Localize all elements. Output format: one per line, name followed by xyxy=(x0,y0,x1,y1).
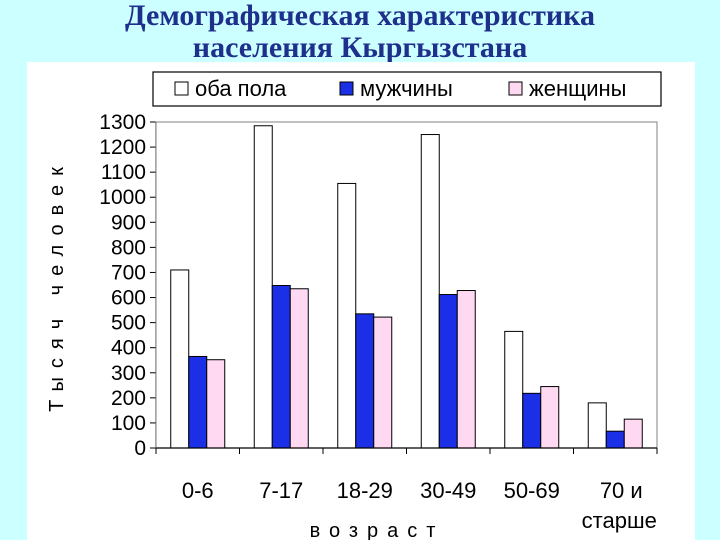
legend-swatch xyxy=(339,81,354,96)
bar xyxy=(271,285,291,449)
bar xyxy=(337,182,357,449)
x-category-label: 18-29 xyxy=(337,478,393,503)
y-tick-label: 500 xyxy=(111,312,146,335)
bar xyxy=(587,402,607,449)
plot-area xyxy=(155,121,658,449)
legend-label: женщины xyxy=(529,76,626,101)
bar xyxy=(355,313,375,449)
x-axis-title: возраст xyxy=(310,520,445,540)
legend-swatch xyxy=(508,81,523,96)
x-category-label: 70 и xyxy=(600,478,643,503)
bar xyxy=(456,290,476,449)
y-tick-label: 1100 xyxy=(101,161,146,184)
y-tick-label: 100 xyxy=(111,412,146,435)
slide-title: Демографическая характеристика населения… xyxy=(0,0,720,64)
slide-title-line-2: населения Кыргызстана xyxy=(192,31,528,64)
y-tick-label: 1200 xyxy=(99,136,146,159)
y-tick-label: 600 xyxy=(111,287,146,310)
bar xyxy=(289,288,309,449)
y-tick-label: 200 xyxy=(111,387,146,410)
bars xyxy=(155,121,658,449)
x-category-label: 30-49 xyxy=(420,478,476,503)
y-tick-label: 900 xyxy=(111,211,146,234)
y-axis-title: Тысяч человек xyxy=(46,158,68,412)
x-category-label-line-2: старше xyxy=(582,508,657,533)
y-tick-label: 300 xyxy=(111,362,146,385)
legend: оба пола мужчины женщины xyxy=(152,71,662,107)
bar xyxy=(188,355,208,449)
y-tick-label: 400 xyxy=(111,337,146,360)
bar-chart: оба пола мужчины женщины 01002003004005006… xyxy=(46,71,662,540)
x-category-label: 50-69 xyxy=(504,478,560,503)
legend-swatch xyxy=(174,81,189,96)
x-category-label: 0-6 xyxy=(182,478,214,503)
y-tick-label: 1000 xyxy=(99,186,146,209)
bar xyxy=(623,418,643,449)
slide-title-line-1: Демографическая характеристика xyxy=(125,0,595,32)
bar xyxy=(420,134,440,449)
y-tick-label: 1300 xyxy=(99,111,146,134)
x-category-label: 7-17 xyxy=(259,478,303,503)
bar xyxy=(540,386,560,449)
bar xyxy=(438,294,458,449)
y-tick-label: 700 xyxy=(111,261,146,284)
bar xyxy=(253,125,273,449)
bar xyxy=(170,269,190,449)
bar xyxy=(605,430,625,449)
y-tick-label: 800 xyxy=(111,236,146,259)
legend-box xyxy=(152,71,662,107)
bar xyxy=(206,359,226,449)
bar xyxy=(373,316,393,449)
x-axis: 0-6 7-17 18-29 30-49 50-69 70 и старше возраст xyxy=(155,447,658,540)
chart-panel: оба пола мужчины женщины 0 100 200 300 400 500 6… xyxy=(27,62,695,540)
legend-label: оба пола xyxy=(195,76,287,101)
legend-label: мужчины xyxy=(360,76,453,101)
bar xyxy=(504,330,524,449)
bar xyxy=(522,392,542,449)
y-tick-label: 0 xyxy=(134,437,146,460)
